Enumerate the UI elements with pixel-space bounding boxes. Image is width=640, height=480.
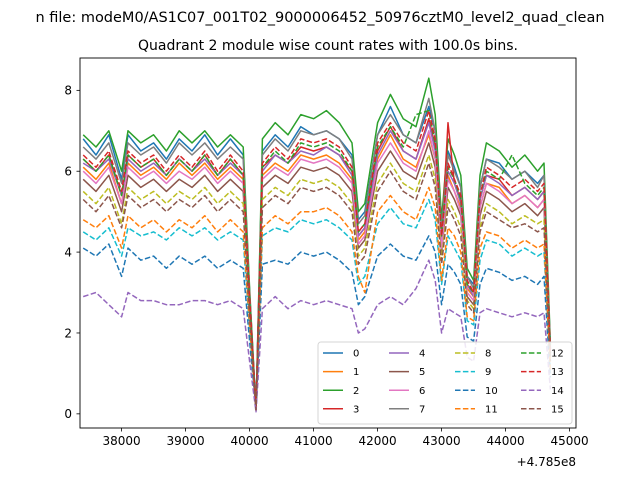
legend-label-14: 14 [551, 386, 564, 397]
x-tick-label: 45000 [551, 434, 589, 448]
series-line-10 [82, 235, 552, 411]
y-tick-label: 6 [64, 165, 72, 179]
series-line-14 [82, 259, 552, 413]
y-tick-label: 4 [64, 245, 72, 259]
legend-label-9: 9 [485, 367, 491, 378]
x-axis-ticks: 38000 39000 40000 41000 42000 43000 44000 45000 [103, 428, 589, 448]
legend-label-11: 11 [485, 404, 498, 415]
legend-label-0: 0 [353, 349, 359, 360]
series-line-8 [82, 154, 552, 411]
y-axis-ticks: 0 2 4 6 8 [64, 84, 80, 421]
legend-label-3: 3 [353, 404, 359, 415]
x-tick-label: 41000 [295, 434, 333, 448]
y-tick-label: 0 [64, 407, 72, 421]
x-tick-label: 44000 [487, 434, 525, 448]
y-tick-label: 2 [64, 326, 72, 340]
legend-label-2: 2 [353, 386, 359, 397]
series-line-6 [82, 130, 552, 411]
series-line-15 [82, 162, 552, 411]
legend-label-8: 8 [485, 349, 491, 360]
legend-label-4: 4 [419, 349, 425, 360]
legend-label-7: 7 [419, 404, 425, 415]
legend-label-12: 12 [551, 349, 564, 360]
legend-box [317, 341, 573, 425]
legend-label-10: 10 [485, 386, 498, 397]
legend-label-15: 15 [551, 404, 564, 415]
legend-label-6: 6 [419, 386, 425, 397]
series-line-12 [82, 109, 552, 411]
legend-label-5: 5 [419, 367, 425, 378]
x-tick-label: 42000 [359, 434, 397, 448]
legend-label-13: 13 [551, 367, 564, 378]
x-axis-offset-label: +4.785e8 [517, 455, 576, 469]
legend-label-1: 1 [353, 367, 359, 378]
series-line-7 [82, 97, 552, 411]
series-line-11 [82, 186, 552, 411]
series-lines [82, 77, 552, 413]
x-tick-label: 39000 [167, 434, 205, 448]
series-line-13 [82, 109, 552, 411]
figure-suptitle: n file: modeM0/AS1C07_001T02_9000006452_… [35, 10, 604, 26]
chart-title: Quadrant 2 module wise count rates with … [138, 38, 518, 54]
x-tick-label: 43000 [423, 434, 461, 448]
x-tick-label: 38000 [103, 434, 141, 448]
y-tick-label: 8 [64, 84, 72, 98]
x-tick-label: 40000 [231, 434, 269, 448]
axes-frame [79, 57, 577, 429]
